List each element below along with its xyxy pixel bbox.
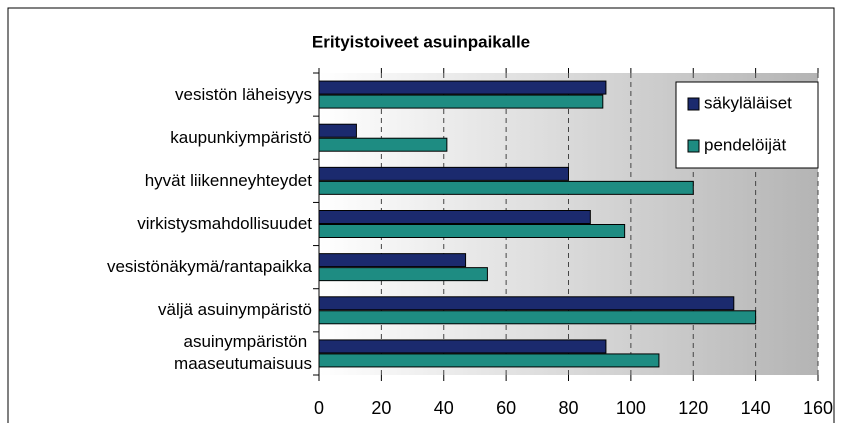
legend-swatch xyxy=(687,97,700,111)
legend-swatch xyxy=(687,139,700,153)
x-tick-label: 0 xyxy=(314,398,324,418)
y-tick-label: virkistysmahdollisuudet xyxy=(137,214,312,233)
bar xyxy=(318,123,357,138)
y-tick-label: hyvät liikenneyhteydet xyxy=(144,170,312,190)
y-tick-label: vesistönäkymä/rantapaikka xyxy=(106,257,312,277)
bar xyxy=(318,339,607,354)
bar xyxy=(318,224,626,238)
bar xyxy=(318,267,488,282)
x-tick-label: 20 xyxy=(371,398,391,418)
y-tick-label: asuinympäristön maaseutumaisuus xyxy=(174,332,312,374)
bar xyxy=(318,210,591,224)
x-tick-label: 100 xyxy=(616,398,646,418)
bar xyxy=(318,310,757,325)
bar xyxy=(318,296,735,311)
x-tick-label: 40 xyxy=(434,398,454,418)
chart-title: Erityistoiveet asuinpaikalle xyxy=(312,32,530,51)
x-tick-label: 80 xyxy=(558,398,578,418)
legend-label: pendelöijät xyxy=(704,135,787,154)
y-tick-label: kaupunkiympäristö xyxy=(170,127,312,147)
bar xyxy=(318,353,660,368)
bar xyxy=(318,166,569,181)
bar xyxy=(318,137,448,152)
bar xyxy=(318,80,607,95)
bar xyxy=(318,253,467,268)
legend-box xyxy=(675,81,819,169)
x-tick-label: 160 xyxy=(803,398,833,418)
bar xyxy=(318,180,694,195)
y-tick-label: väljä asuinympäristö xyxy=(157,300,312,320)
y-tick-label: vesistön läheisyys xyxy=(174,84,312,104)
legend-label: säkyläläiset xyxy=(704,93,792,112)
bar xyxy=(318,94,604,109)
x-tick-label: 120 xyxy=(678,398,708,418)
x-tick-label: 140 xyxy=(741,398,771,418)
x-tick-label: 60 xyxy=(496,398,516,418)
